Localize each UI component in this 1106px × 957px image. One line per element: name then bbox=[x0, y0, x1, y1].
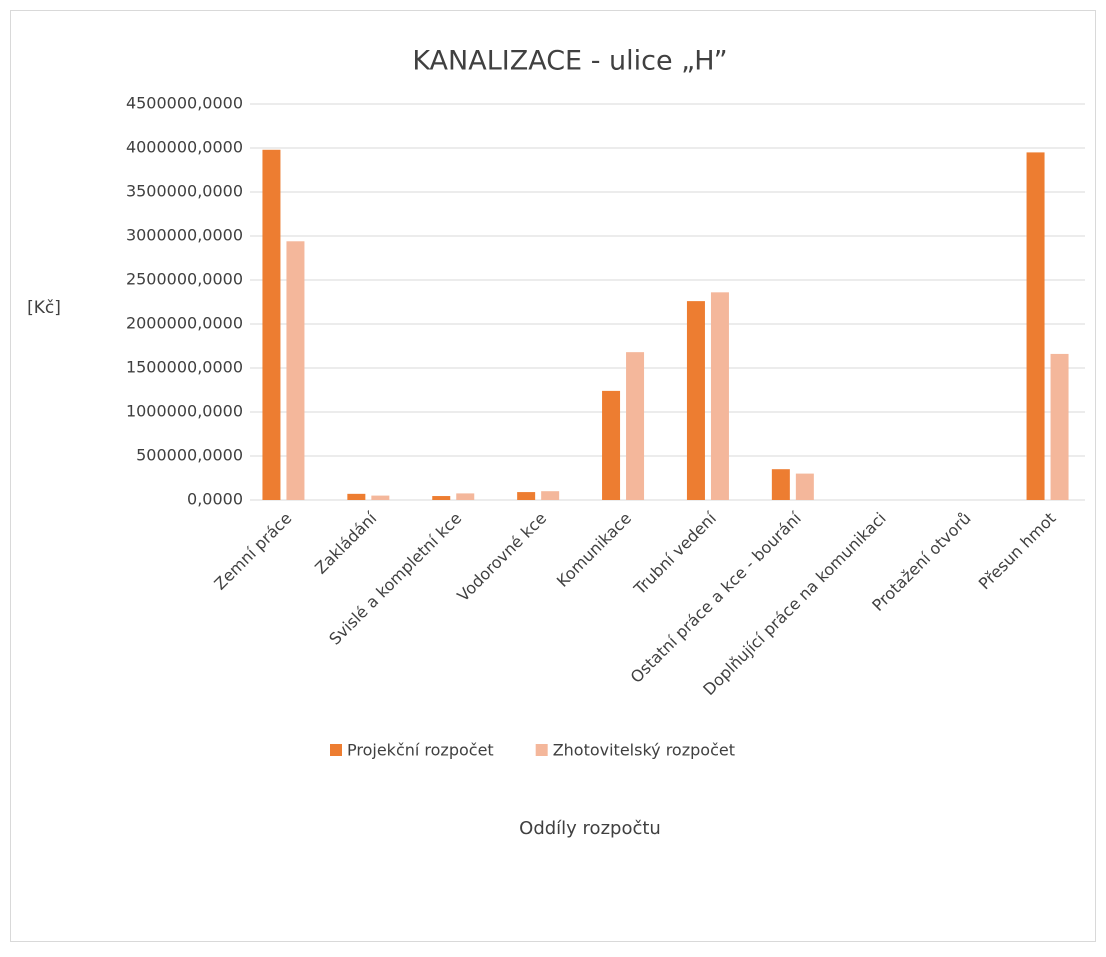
legend-swatch bbox=[330, 744, 342, 756]
bar bbox=[795, 473, 814, 500]
bar bbox=[517, 492, 536, 500]
y-tick-label: 1000000,0000 bbox=[126, 402, 243, 421]
bar bbox=[602, 390, 621, 500]
bar bbox=[541, 491, 560, 500]
bar bbox=[347, 493, 366, 500]
y-tick-label: 3000000,0000 bbox=[126, 226, 243, 245]
legend-label: Zhotovitelský rozpočet bbox=[553, 741, 735, 760]
chart-title: KANALIZACE - ulice „H” bbox=[412, 46, 727, 77]
y-tick-label: 4500000,0000 bbox=[126, 94, 243, 113]
bar bbox=[286, 241, 305, 500]
bar bbox=[1050, 353, 1069, 500]
bar bbox=[456, 493, 475, 500]
y-tick-label: 4000000,0000 bbox=[126, 138, 243, 157]
bar bbox=[1026, 152, 1045, 500]
bar bbox=[686, 301, 705, 500]
y-tick-label: 1500000,0000 bbox=[126, 358, 243, 377]
bar bbox=[262, 149, 281, 500]
bar bbox=[626, 352, 645, 500]
bar bbox=[371, 495, 390, 500]
y-tick-label: 2000000,0000 bbox=[126, 314, 243, 333]
bar bbox=[710, 292, 729, 500]
bar bbox=[771, 469, 790, 500]
y-tick-label: 0,0000 bbox=[187, 490, 243, 509]
legend-swatch bbox=[535, 744, 548, 756]
y-axis-label: [Kč] bbox=[27, 298, 61, 318]
y-tick-label: 3500000,0000 bbox=[126, 182, 243, 201]
y-tick-label: 2500000,0000 bbox=[126, 270, 243, 289]
legend-label: Projekční rozpočet bbox=[347, 741, 494, 760]
chart-border bbox=[10, 10, 1096, 942]
y-tick-label: 500000,0000 bbox=[136, 446, 243, 465]
x-axis-label: Oddíly rozpočtu bbox=[519, 818, 661, 839]
bar bbox=[432, 496, 451, 500]
